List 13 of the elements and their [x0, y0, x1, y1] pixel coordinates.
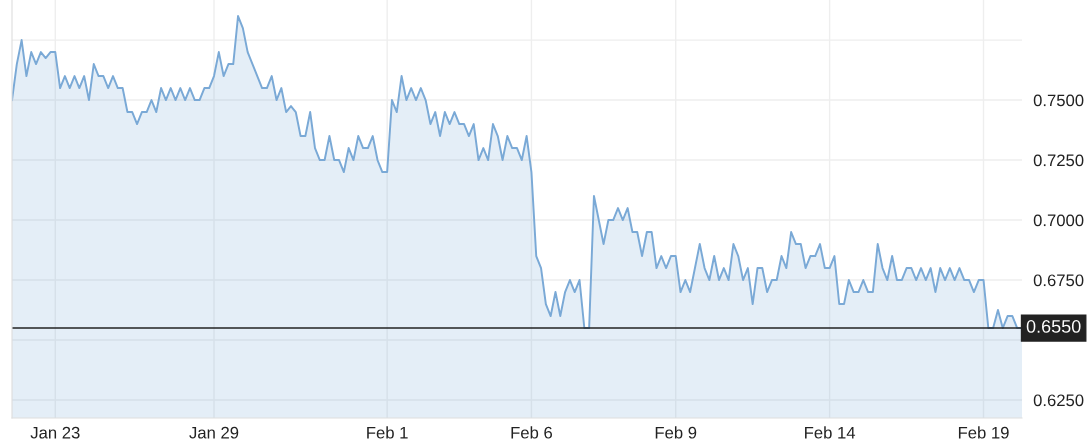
y-tick-label: 0.6750 [1033, 274, 1084, 287]
x-tick-label: Feb 19 [958, 426, 1009, 439]
y-tick-label: 0.6250 [1033, 394, 1084, 407]
y-tick-label: 0.7250 [1033, 154, 1084, 167]
x-tick-label: Jan 29 [189, 426, 239, 439]
x-tick-label: Jan 23 [30, 426, 80, 439]
x-tick-label: Feb 9 [655, 426, 697, 439]
x-tick-label: Feb 14 [805, 426, 856, 439]
x-tick-label: Feb 6 [511, 426, 553, 439]
y-tick-label: 0.7500 [1033, 94, 1084, 107]
x-tick-label: Feb 1 [367, 426, 408, 439]
ref-line-label: 0.6550 [1026, 320, 1081, 333]
y-tick-label: 0.7000 [1033, 214, 1084, 227]
